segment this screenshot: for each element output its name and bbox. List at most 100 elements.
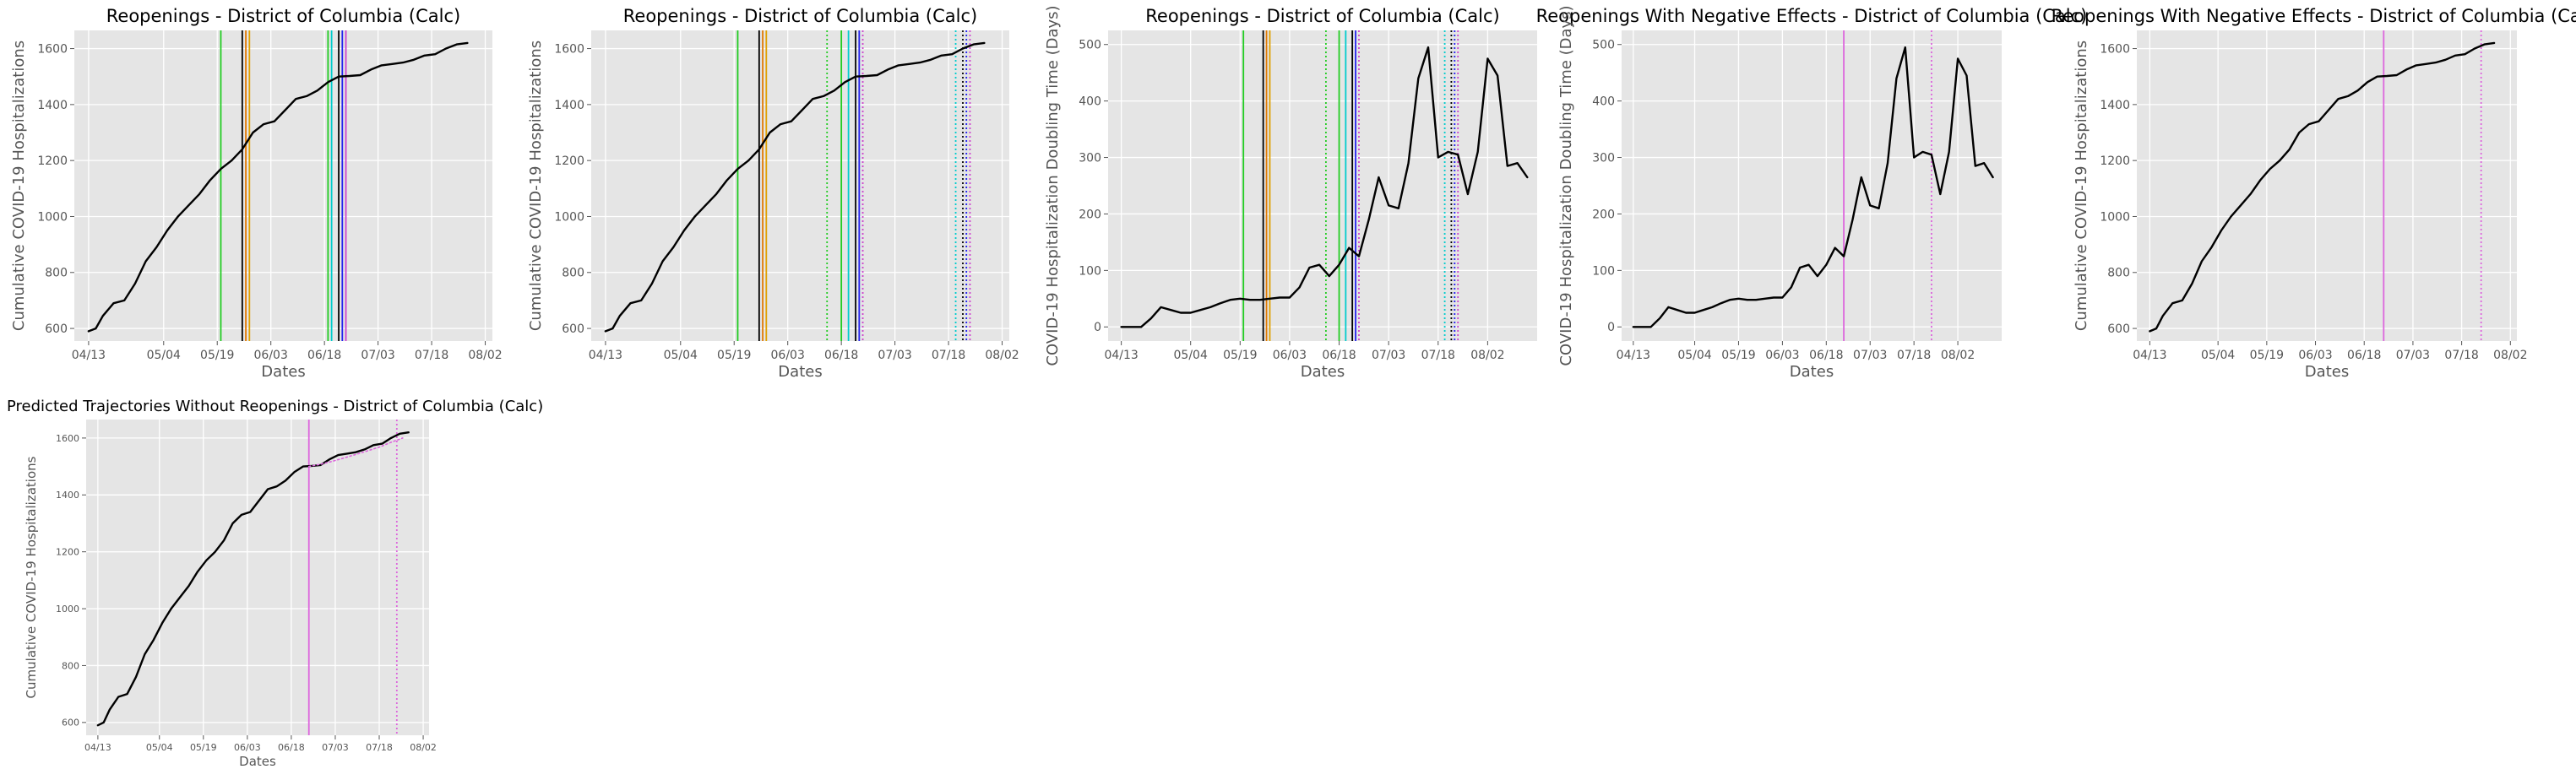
x-tick-label: 07/18 [1897, 349, 1931, 362]
y-tick-label: 1600 [37, 42, 68, 56]
x-tick-label: 08/02 [985, 349, 1019, 362]
x-tick-label: 06/18 [1322, 349, 1356, 362]
x-tick-label: 04/13 [2133, 349, 2166, 362]
x-axis-label: Dates [1301, 363, 1345, 381]
x-tick-label: 06/18 [824, 349, 858, 362]
y-tick-label: 100 [1079, 264, 1101, 278]
x-tick-label: 06/18 [307, 349, 341, 362]
x-tick-label: 05/04 [1677, 349, 1711, 362]
y-tick-label: 500 [1079, 39, 1101, 52]
plot-area [74, 30, 492, 341]
y-tick-label: 300 [1592, 151, 1615, 165]
chart-title: Reopenings With Negative Effects - Distr… [2052, 6, 2576, 26]
y-tick-label: 1400 [2100, 99, 2130, 112]
x-tick-label: 08/02 [2493, 349, 2527, 362]
x-tick-label: 05/04 [147, 349, 181, 362]
x-tick-label: 07/18 [1421, 349, 1455, 362]
x-tick-label: 07/18 [366, 742, 393, 753]
chart-panel-1: 04/13 05/04 05/19 06/03 06/18 07/03 07/18 08/02… [10, 6, 503, 381]
chart-panel-2: 04/13 05/04 05/19 06/03 06/18 07/03 07/18 08/02… [527, 6, 1019, 381]
y-tick-label: 600 [562, 322, 584, 336]
x-tick-label: 05/19 [1223, 349, 1257, 362]
y-tick-label: 1600 [554, 42, 584, 56]
chart-panel-4: 04/13 05/04 05/19 06/03 06/18 07/03 07/18 08/02… [1536, 5, 2088, 381]
series-line-1 [1632, 46, 1994, 328]
x-tick-label: 04/13 [84, 742, 111, 753]
x-axis-label: Dates [239, 754, 276, 769]
x-tick-label: 06/03 [1765, 349, 1799, 362]
x-tick-label: 06/03 [254, 349, 288, 362]
series-line-1 [1120, 46, 1529, 328]
y-tick-label: 1000 [2100, 210, 2130, 224]
chart-panel-3: 04/13 05/04 05/19 06/03 06/18 07/03 07/18 08/02… [1044, 5, 1537, 381]
x-tick-label: 07/03 [322, 742, 349, 753]
x-tick-label: 06/03 [2298, 349, 2332, 362]
x-tick-label: 07/03 [878, 349, 911, 362]
chart-title: Reopenings - District of Columbia (Calc) [623, 6, 977, 26]
x-tick-label: 05/04 [2201, 349, 2235, 362]
x-axis-label: Dates [778, 363, 822, 381]
y-axis-label: Cumulative COVID-19 Hospitalizations [24, 456, 39, 698]
series-line-1 [2149, 41, 2496, 333]
y-tick-label: 1400 [37, 99, 68, 112]
chart-title: Predicted Trajectories Without Reopening… [7, 398, 543, 415]
y-tick-label: 1600 [2100, 42, 2130, 56]
y-tick-label: 500 [1592, 39, 1615, 52]
x-tick-label: 08/02 [468, 349, 502, 362]
y-tick-label: 100 [1592, 264, 1615, 278]
y-tick-label: 800 [2107, 267, 2130, 280]
x-tick-label: 05/19 [200, 349, 234, 362]
y-tick-label: 600 [2107, 322, 2130, 336]
x-tick-label: 04/13 [72, 349, 106, 362]
x-tick-label: 05/19 [1721, 349, 1755, 362]
x-tick-label: 05/19 [190, 742, 217, 753]
x-axis-label: Dates [261, 363, 305, 381]
y-tick-label: 1400 [56, 490, 79, 501]
x-tick-label: 07/03 [2396, 349, 2430, 362]
x-tick-label: 04/13 [589, 349, 622, 362]
x-tick-label: 06/03 [1273, 349, 1307, 362]
y-tick-label: 0 [1094, 321, 1101, 334]
x-tick-label: 08/02 [410, 742, 437, 753]
y-tick-label: 200 [1592, 208, 1615, 221]
y-tick-label: 800 [62, 660, 79, 671]
y-tick-label: 600 [62, 718, 79, 729]
x-tick-label: 04/13 [1617, 349, 1650, 362]
series-line-1 [87, 41, 469, 333]
y-tick-label: 400 [1592, 95, 1615, 109]
y-axis-label: Cumulative COVID-19 Hospitalizations [2073, 41, 2090, 331]
y-axis-label: Cumulative COVID-19 Hospitalizations [10, 41, 28, 331]
y-tick-label: 0 [1607, 321, 1615, 334]
x-tick-label: 05/19 [717, 349, 751, 362]
chart-title: Reopenings - District of Columbia (Calc) [1145, 6, 1499, 26]
x-tick-label: 05/04 [1174, 349, 1208, 362]
y-tick-label: 200 [1079, 208, 1101, 221]
x-tick-label: 07/18 [932, 349, 965, 362]
x-axis-label: Dates [1790, 363, 1834, 381]
y-axis-label: Cumulative COVID-19 Hospitalizations [527, 41, 545, 331]
y-axis-label: COVID-19 Hospitalization Doubling Time (… [1557, 5, 1575, 366]
x-tick-label: 06/03 [771, 349, 805, 362]
y-tick-label: 1000 [56, 604, 79, 615]
y-tick-label: 400 [1079, 95, 1101, 109]
y-tick-label: 1200 [56, 547, 79, 558]
x-tick-label: 05/04 [664, 349, 698, 362]
plot-area [2137, 30, 2517, 341]
series-line-1 [96, 431, 410, 727]
series-line-1 [604, 41, 986, 333]
y-tick-label: 600 [45, 322, 68, 336]
chart-panel-5: 04/13 05/04 05/19 06/03 06/18 07/03 07/18 08/02… [2052, 6, 2576, 381]
x-tick-label: 07/03 [1372, 349, 1405, 362]
x-tick-label: 07/03 [1853, 349, 1887, 362]
series-line-2 [307, 437, 404, 468]
y-tick-label: 1600 [56, 433, 79, 444]
x-tick-label: 05/04 [146, 742, 173, 753]
x-tick-label: 06/18 [2347, 349, 2381, 362]
x-tick-label: 08/02 [1470, 349, 1504, 362]
plot-area [1622, 30, 2002, 341]
chart-panel-6: 04/13 05/04 05/19 06/03 06/18 07/03 07/18 08/02… [7, 398, 543, 769]
x-tick-label: 07/18 [2444, 349, 2478, 362]
chart-title: Reopenings - District of Columbia (Calc) [106, 6, 460, 26]
